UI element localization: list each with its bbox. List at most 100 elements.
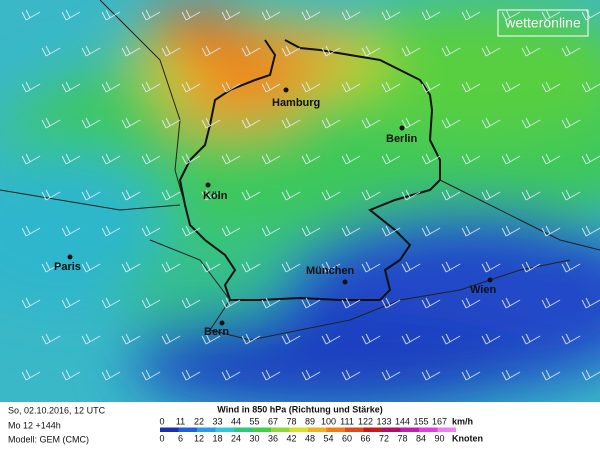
legend-swatch — [437, 427, 456, 432]
wind-barb — [321, 189, 341, 201]
wind-barb — [441, 261, 461, 273]
wind-barb — [341, 9, 361, 21]
wind-barb — [421, 9, 441, 21]
wind-field — [0, 0, 600, 402]
kmh-value: 89 — [305, 416, 315, 426]
wind-barb — [441, 45, 461, 57]
wind-barb — [541, 369, 561, 381]
wind-barb — [61, 153, 81, 165]
wind-barb — [501, 225, 521, 237]
wind-barb — [61, 369, 81, 381]
wind-barb — [281, 189, 301, 201]
wind-barb — [421, 369, 441, 381]
wind-barb — [221, 81, 241, 93]
wind-barb — [201, 45, 221, 57]
legend-swatch — [363, 427, 382, 432]
wind-barb — [501, 81, 521, 93]
kmh-value: 111 — [340, 416, 354, 426]
wind-barb — [181, 225, 201, 237]
wind-barb — [581, 225, 600, 237]
wind-barb — [581, 153, 600, 165]
wind-barb — [361, 333, 381, 345]
wind-barb — [561, 261, 581, 273]
wind-barb — [461, 369, 481, 381]
wind-barb — [41, 45, 61, 57]
wind-barb — [361, 261, 381, 273]
knots-value: 48 — [305, 433, 315, 443]
wind-barb — [321, 261, 341, 273]
wind-barb — [261, 225, 281, 237]
logo-box — [497, 9, 589, 37]
kmh-value: 67 — [268, 416, 278, 426]
wind-barb — [541, 9, 561, 21]
wind-barb — [81, 45, 101, 57]
wind-barb — [141, 369, 161, 381]
wind-barb — [301, 225, 321, 237]
wind-barbs — [21, 9, 600, 381]
wind-barb — [221, 153, 241, 165]
wind-barb — [341, 81, 361, 93]
wind-barb — [21, 369, 41, 381]
city-dot — [219, 320, 225, 326]
wind-barb — [141, 225, 161, 237]
model: Modell: GEM (CMC) — [8, 434, 89, 444]
legend-swatch — [197, 427, 216, 432]
wind-barb — [281, 261, 301, 273]
wind-barb — [41, 333, 61, 345]
kmh-label: km/h — [452, 416, 473, 426]
wind-barb — [221, 9, 241, 21]
wind-barb — [381, 81, 401, 93]
wind-barb — [141, 153, 161, 165]
wind-barb — [221, 297, 241, 309]
wind-barb — [261, 9, 281, 21]
wind-barb — [461, 81, 481, 93]
wind-barb — [261, 153, 281, 165]
city-dot — [399, 125, 405, 131]
wind-barb — [121, 45, 141, 57]
knots-label: Knoten — [452, 433, 483, 443]
wind-barb — [241, 45, 261, 57]
wind-barb — [101, 369, 121, 381]
wind-barb — [401, 45, 421, 57]
wind-barb — [81, 189, 101, 201]
legend-swatch — [234, 427, 253, 432]
run: Mo 12 +144h — [8, 420, 61, 430]
wind-barb — [201, 261, 221, 273]
wind-barb — [361, 189, 381, 201]
wind-barb — [581, 297, 600, 309]
knots-value: 54 — [323, 433, 333, 443]
kmh-value: 100 — [321, 416, 336, 426]
knots-value: 0 — [159, 433, 164, 443]
knots-value: 18 — [212, 433, 222, 443]
wind-barb — [281, 117, 301, 129]
city-dot — [342, 279, 348, 285]
wind-barb — [321, 117, 341, 129]
kmh-value: 122 — [358, 416, 373, 426]
wind-barb — [401, 333, 421, 345]
wind-barb — [81, 117, 101, 129]
wind-barb — [461, 153, 481, 165]
wind-barb — [541, 225, 561, 237]
wind-barb — [301, 297, 321, 309]
legend-swatch — [400, 427, 419, 432]
knots-value: 90 — [434, 433, 444, 443]
wind-barb — [41, 189, 61, 201]
wind-barb — [361, 45, 381, 57]
legend-swatch — [326, 427, 345, 432]
footer — [0, 402, 600, 449]
wind-barb — [141, 81, 161, 93]
wind-barb — [521, 333, 541, 345]
kmh-value: 0 — [159, 416, 164, 426]
wind-barb — [441, 333, 461, 345]
wind-barb — [521, 189, 541, 201]
city-label: Berlin — [386, 133, 417, 145]
legend-swatch — [215, 427, 234, 432]
wind-barb — [101, 153, 121, 165]
wind-barb — [261, 369, 281, 381]
kmh-value: 133 — [376, 416, 391, 426]
wind-barb — [121, 117, 141, 129]
wind-barb — [421, 81, 441, 93]
wind-barb — [301, 369, 321, 381]
wind-barb — [21, 81, 41, 93]
